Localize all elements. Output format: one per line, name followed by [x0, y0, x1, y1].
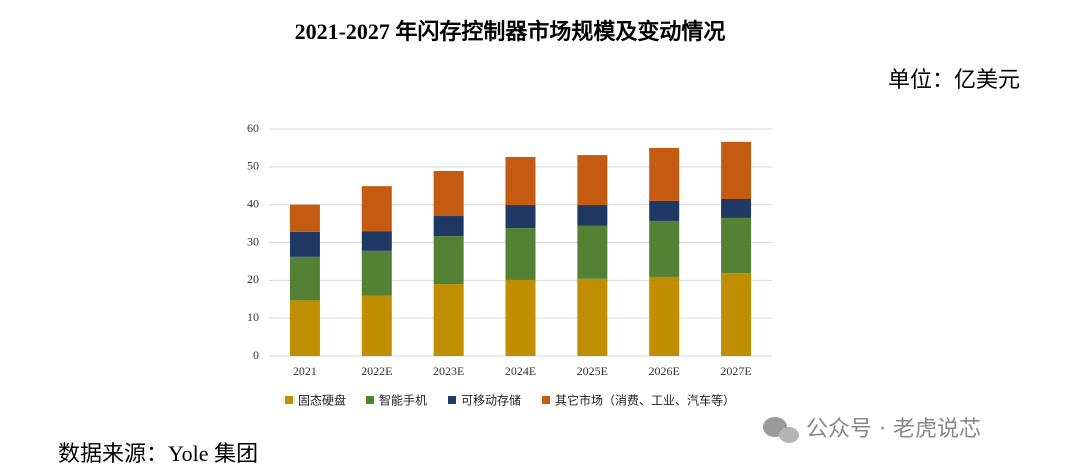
bar-segment — [361, 295, 392, 356]
bar-segment — [289, 231, 320, 257]
source-note: 数据来源：Yole 集团 — [58, 441, 258, 466]
bar-segment — [577, 155, 608, 206]
bar-segment — [577, 225, 608, 279]
legend-swatch — [542, 396, 550, 404]
watermark-icon — [763, 417, 799, 443]
unit-label: 单位：亿美元 — [888, 67, 1020, 92]
bar-segment — [649, 147, 680, 201]
bar-segment — [721, 141, 752, 199]
bar-segment — [433, 170, 464, 217]
x-tick-label: 2026E — [649, 364, 680, 378]
bar-segment — [433, 216, 464, 237]
bar-segment — [505, 228, 536, 280]
y-tick-label: 0 — [253, 348, 259, 362]
y-tick-label: 30 — [247, 234, 259, 248]
legend-swatch — [448, 396, 456, 404]
y-tick-label: 10 — [247, 310, 259, 324]
legend-label: 智能手机 — [379, 393, 427, 408]
bar-segment — [505, 156, 536, 206]
x-tick-label: 2023E — [433, 364, 464, 378]
watermark: 公众号 · 老虎说芯 — [806, 417, 981, 442]
bar-segment — [361, 231, 392, 251]
bar-segment — [649, 220, 680, 277]
bar-segment — [289, 256, 320, 301]
x-tick-label: 2021 — [293, 364, 317, 378]
bar-segment — [721, 217, 752, 274]
bar-segment — [361, 250, 392, 296]
bar-segment — [577, 205, 608, 226]
legend-label: 其它市场（消费、工业、汽车等） — [555, 393, 735, 408]
legend-swatch — [285, 396, 293, 404]
bar-segment — [505, 205, 536, 229]
y-tick-label: 20 — [247, 272, 259, 286]
bar-segment — [433, 236, 464, 285]
x-tick-label: 2027E — [720, 364, 751, 378]
y-tick-label: 60 — [247, 121, 259, 135]
bar-segment — [433, 284, 464, 356]
bar-segment — [505, 279, 536, 356]
bar-segment — [361, 186, 392, 232]
bar-segment — [721, 198, 752, 218]
x-tick-label: 2025E — [577, 364, 608, 378]
y-tick-label: 40 — [247, 196, 259, 210]
legend-swatch — [366, 396, 374, 404]
x-tick-label: 2024E — [505, 364, 536, 378]
bar-segment — [289, 300, 320, 356]
chart-title: 2021-2027 年闪存控制器市场规模及变动情况 — [295, 19, 726, 44]
bar-segment — [721, 273, 752, 356]
bar-segment — [649, 276, 680, 356]
bar-segment — [577, 278, 608, 356]
bar-segment — [649, 200, 680, 221]
x-tick-label: 2022E — [361, 364, 392, 378]
legend-label: 固态硬盘 — [298, 393, 346, 408]
bar-segment — [289, 204, 320, 232]
legend-label: 可移动存储 — [461, 393, 521, 408]
y-tick-label: 50 — [247, 159, 259, 173]
